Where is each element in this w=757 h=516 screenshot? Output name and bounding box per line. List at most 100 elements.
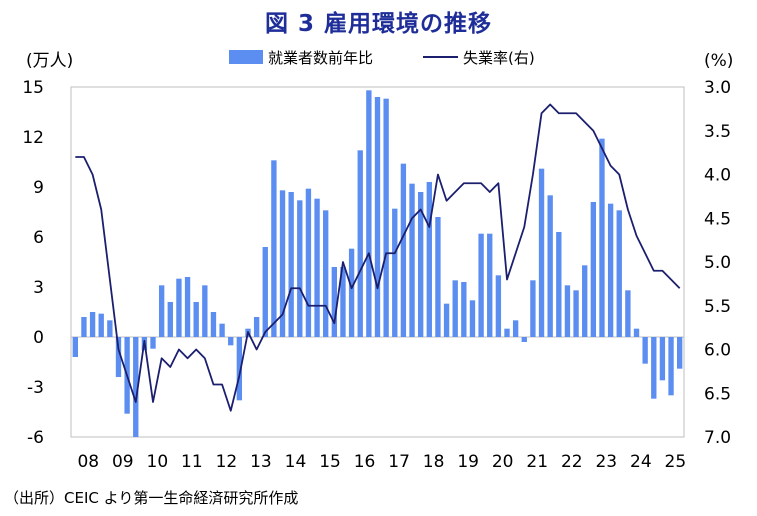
left-tick-label: -3 bbox=[27, 378, 44, 398]
bar bbox=[133, 337, 139, 437]
bar bbox=[271, 160, 277, 337]
bar bbox=[651, 337, 657, 399]
bar bbox=[512, 320, 519, 337]
bar bbox=[323, 210, 329, 337]
bar bbox=[383, 98, 389, 337]
bar bbox=[167, 302, 173, 337]
bar bbox=[288, 192, 294, 337]
x-axis-ticks: 08 09 10 11 12 13 14 15 16 17 18 19 20 21 22 23 24 25 bbox=[77, 452, 686, 472]
right-tick-label: 6.0 bbox=[704, 341, 731, 361]
right-tick-label: 5.0 bbox=[704, 253, 731, 273]
bar bbox=[228, 337, 234, 346]
bar bbox=[599, 138, 605, 337]
bar bbox=[236, 337, 243, 401]
bar bbox=[89, 312, 96, 337]
x-tick-label: 21 bbox=[526, 452, 548, 472]
bar bbox=[305, 188, 312, 337]
bar bbox=[348, 248, 355, 337]
bar bbox=[81, 317, 87, 337]
x-tick-label: 13 bbox=[250, 452, 272, 472]
bar bbox=[331, 267, 337, 337]
bar bbox=[616, 210, 622, 337]
bar bbox=[677, 337, 683, 369]
bar bbox=[547, 195, 553, 337]
bar bbox=[72, 337, 78, 357]
x-tick-label: 11 bbox=[181, 452, 203, 472]
bar bbox=[642, 337, 648, 364]
x-tick-label: 24 bbox=[630, 452, 652, 472]
left-axis-unit: (万人) bbox=[26, 51, 73, 71]
left-tick-label: 6 bbox=[33, 228, 44, 248]
bar bbox=[366, 90, 372, 337]
bar bbox=[357, 150, 363, 337]
bar bbox=[400, 163, 407, 337]
x-tick-label: 09 bbox=[112, 452, 134, 472]
bar bbox=[115, 337, 122, 377]
bar bbox=[633, 328, 640, 337]
x-tick-label: 08 bbox=[77, 452, 99, 472]
bar bbox=[107, 320, 113, 337]
bar bbox=[625, 290, 631, 337]
left-tick-label: -6 bbox=[27, 428, 44, 448]
bar bbox=[262, 247, 268, 337]
right-axis-ticks: 3.0 3.5 4.0 4.5 5.0 5.5 6.0 6.5 7.0 bbox=[704, 78, 731, 448]
bar bbox=[279, 190, 286, 337]
bar bbox=[176, 278, 182, 337]
bar bbox=[150, 337, 156, 349]
bar bbox=[469, 300, 476, 337]
x-tick-label: 19 bbox=[457, 452, 479, 472]
bar bbox=[426, 182, 432, 337]
bar bbox=[538, 168, 545, 337]
bar bbox=[435, 217, 441, 337]
chart-title: 図 3 雇用環境の推移 bbox=[264, 11, 493, 37]
bar bbox=[340, 267, 346, 337]
x-tick-label: 20 bbox=[492, 452, 514, 472]
right-axis-unit: (%) bbox=[704, 51, 733, 71]
bar bbox=[409, 183, 415, 337]
left-tick-label: 3 bbox=[33, 278, 44, 298]
legend-bar-label: 就業者数前年比 bbox=[268, 49, 373, 67]
bar bbox=[564, 285, 571, 337]
bar bbox=[210, 312, 217, 337]
bar bbox=[582, 265, 588, 337]
bar bbox=[495, 275, 502, 337]
x-tick-label: 14 bbox=[285, 452, 307, 472]
right-tick-label: 3.0 bbox=[704, 78, 731, 98]
x-tick-label: 22 bbox=[561, 452, 583, 472]
bar bbox=[392, 208, 398, 337]
bar bbox=[573, 290, 579, 337]
bar bbox=[374, 97, 381, 337]
bar bbox=[193, 302, 199, 337]
legend-line-label: 失業率(右) bbox=[463, 49, 535, 67]
legend: 就業者数前年比 失業率(右) bbox=[229, 49, 535, 67]
bar bbox=[98, 313, 104, 337]
bar bbox=[487, 233, 493, 337]
legend-bar-swatch bbox=[229, 50, 263, 64]
bar bbox=[556, 232, 562, 337]
left-tick-label: 9 bbox=[33, 178, 44, 198]
right-tick-label: 3.5 bbox=[704, 122, 731, 142]
bar bbox=[184, 277, 191, 337]
x-tick-label: 15 bbox=[319, 452, 341, 472]
bar bbox=[521, 337, 527, 342]
bar bbox=[668, 337, 674, 396]
bar bbox=[607, 203, 614, 337]
source-note: （出所）CEIC より第一生命経済研究所作成 bbox=[4, 489, 299, 507]
x-tick-label: 23 bbox=[595, 452, 617, 472]
unemployment-rate-line bbox=[75, 103, 681, 412]
plot-area-border bbox=[70, 86, 685, 438]
bar bbox=[443, 303, 450, 337]
bar bbox=[504, 328, 510, 337]
x-tick-label: 12 bbox=[216, 452, 238, 472]
left-tick-label: 12 bbox=[22, 128, 44, 148]
x-tick-label: 17 bbox=[388, 452, 410, 472]
bar bbox=[253, 317, 260, 337]
right-tick-label: 6.5 bbox=[704, 384, 731, 404]
left-axis-ticks: 15 12 9 6 3 0 -3 -6 bbox=[22, 78, 44, 448]
left-tick-label: 15 bbox=[22, 78, 44, 98]
bar bbox=[452, 280, 458, 337]
bar bbox=[202, 285, 208, 337]
bar bbox=[158, 285, 165, 337]
bar bbox=[314, 198, 320, 337]
